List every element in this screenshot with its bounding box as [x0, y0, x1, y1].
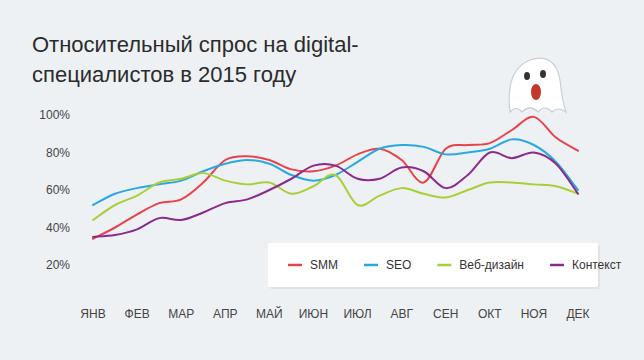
legend-swatch [364, 264, 378, 267]
y-tick-label: 20% [46, 258, 70, 272]
mascot-mouth [531, 84, 541, 100]
legend-label: SEO [386, 258, 411, 272]
mascot [509, 58, 566, 112]
x-tick-label: СЕН [433, 307, 458, 321]
series-line [93, 117, 578, 239]
legend-box [268, 243, 598, 287]
series-line [93, 152, 578, 237]
mascot-eye [524, 72, 530, 80]
x-tick-label: ИЮН [299, 307, 328, 321]
legend-swatch [550, 264, 564, 267]
legend-label: SMM [310, 258, 338, 272]
x-tick-label: АВГ [390, 307, 413, 321]
x-tick-label: МАР [168, 307, 194, 321]
x-tick-label: МАЙ [256, 306, 283, 321]
plot-area [93, 117, 578, 239]
legend-label: Контекст [572, 258, 622, 272]
x-tick-label: ДЕК [566, 307, 589, 321]
title: Относительный спрос на digital-специалис… [32, 30, 452, 90]
chart: 20% 40% 60% 80% 100% ЯНВ ФЕВ МАР АПР МАЙ ИЮН ИЮЛ АВГ… [0, 0, 644, 360]
legend-label: Веб-дизайн [459, 258, 524, 272]
x-tick-label: ФЕВ [125, 307, 150, 321]
y-tick-label: 40% [46, 221, 70, 235]
y-tick-label: 60% [46, 183, 70, 197]
x-tick-label: ОКТ [478, 307, 502, 321]
series-line [93, 139, 578, 205]
series-line [93, 173, 578, 220]
x-tick-label: НОЯ [521, 307, 547, 321]
x-tick-label: ЯНВ [80, 307, 105, 321]
y-tick-label: 80% [46, 146, 70, 160]
legend: SMM SEO Веб-дизайн Контекст [268, 243, 622, 289]
legend-swatch [288, 264, 302, 267]
x-tick-label: АПР [213, 307, 238, 321]
x-tick-label: ИЮЛ [343, 307, 371, 321]
y-tick-label: 100% [39, 108, 70, 122]
legend-swatch [437, 264, 451, 267]
mascot-body [509, 58, 566, 112]
mascot-eye [540, 70, 546, 78]
